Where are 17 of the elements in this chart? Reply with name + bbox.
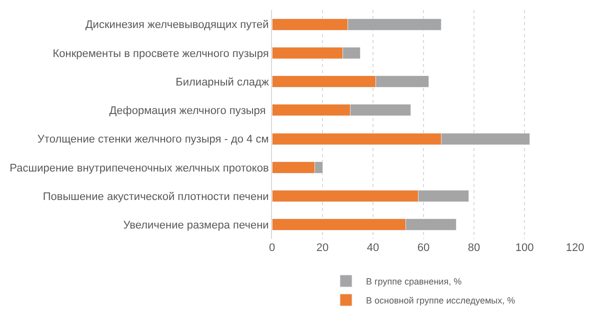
y-tick-label: Конкременты в просвете желчного пузыря [52, 48, 269, 60]
x-tick-label: 40 [366, 242, 380, 254]
y-tick-label: Дискинезия желчевыводящих путей [85, 19, 269, 32]
y-tick-label: Утолщение стенки желчного пузыря - до 4 см [37, 134, 269, 146]
x-tick-label: 20 [316, 242, 329, 254]
y-tick-label: Деформация желчного пузыря [109, 105, 269, 118]
x-tick-label: 60 [417, 242, 430, 254]
y-tick-label: Билиарный сладж [176, 76, 270, 88]
x-tick-label: 0 [268, 242, 276, 254]
x-tick-label: 120 [566, 242, 584, 254]
y-tick-label: Повышение акустической плотности печени [42, 190, 269, 203]
x-tick-label: 100 [515, 242, 534, 254]
x-tick-label: 80 [468, 242, 480, 254]
y-tick-label: Увеличение размера печени [123, 220, 269, 232]
legend-label: В группе сравнения, % [366, 276, 462, 286]
y-tick-label: Расширение внутрипеченочных желчных протоков [10, 162, 269, 174]
legend-label: В основной группе исследуемых, % [366, 295, 516, 306]
